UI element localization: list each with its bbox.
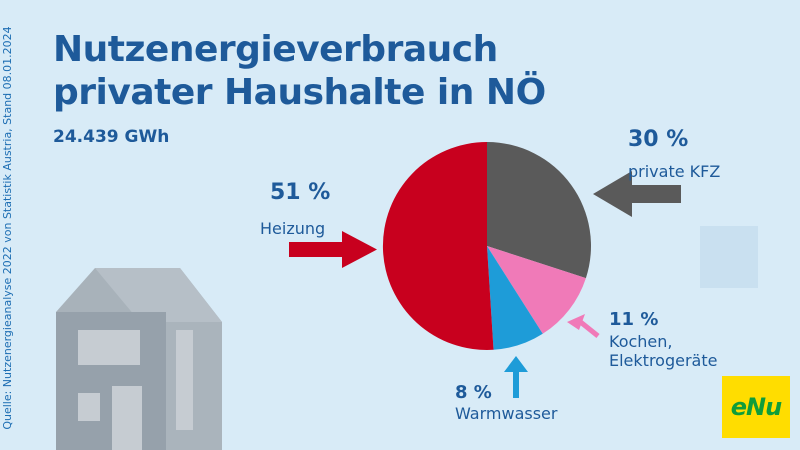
decor-square <box>700 226 758 288</box>
title-line-2: privater Haushalte in NÖ <box>53 72 546 113</box>
kochen-percent: 11 % <box>609 309 659 330</box>
heizung-percent: 51 % <box>270 180 331 205</box>
total-energy: 24.439 GWh <box>53 127 170 147</box>
arrow-warmwasser <box>504 356 528 398</box>
kochen-label-1: Kochen, <box>609 332 673 351</box>
enu-logo: eNu <box>722 376 790 438</box>
house-illustration <box>56 268 222 450</box>
kfz-label: private KFZ <box>628 162 721 181</box>
arrow-kochen <box>567 314 600 338</box>
heizung-label: Heizung <box>260 219 326 238</box>
arrow-kfz <box>593 171 681 217</box>
warmwasser-percent: 8 % <box>455 382 492 403</box>
pie-slice-private-kfz <box>487 142 592 279</box>
warmwasser-label: Warmwasser <box>455 404 558 423</box>
chart-title: Nutzenergieverbrauch privater Haushalte … <box>53 28 546 114</box>
pie-slice-kochen-elektrogeräte <box>487 246 586 334</box>
pie-slice-heizung <box>382 141 494 350</box>
kochen-label-2: Elektrogeräte <box>609 351 718 370</box>
logo-text: eNu <box>730 393 782 421</box>
kfz-percent: 30 % <box>628 127 689 152</box>
arrow-heizung <box>289 231 377 268</box>
pie-chart <box>382 141 592 350</box>
title-line-1: Nutzenergieverbrauch <box>53 29 498 70</box>
pie-slice-warmwasser <box>487 246 543 350</box>
